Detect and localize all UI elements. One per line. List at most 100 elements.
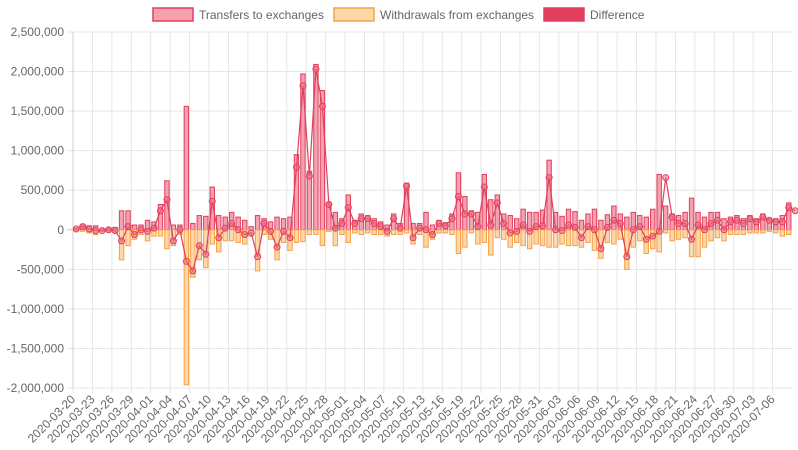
difference-point	[752, 218, 760, 226]
bar-transfers	[546, 159, 552, 231]
difference-point	[668, 213, 676, 221]
bar-withdrawals	[708, 229, 714, 242]
difference-point	[519, 221, 527, 229]
bar-transfers	[196, 215, 203, 231]
difference-point	[189, 267, 197, 275]
difference-point	[124, 223, 132, 231]
bar-withdrawals	[371, 229, 377, 236]
difference-point	[163, 196, 171, 204]
bar-withdrawals	[118, 229, 125, 261]
difference-point	[733, 216, 741, 224]
difference-point	[480, 183, 488, 191]
bar-transfers	[507, 215, 513, 231]
difference-point	[234, 226, 242, 234]
bar-transfers	[650, 208, 656, 231]
bar-withdrawals	[565, 229, 572, 247]
y-axis: 2,500,000 2,000,000 1,500,000 1,000,000 500,…	[7, 25, 65, 395]
bar-withdrawals	[164, 229, 170, 250]
x-axis: 2020-03-202020-03-232020-03-262020-03-29…	[25, 392, 778, 446]
bar-transfers	[131, 224, 138, 231]
difference-point	[72, 225, 80, 233]
bar-withdrawals	[714, 229, 721, 239]
bar-transfers	[598, 219, 604, 231]
bar-withdrawals	[203, 229, 209, 269]
difference-point	[610, 216, 618, 224]
difference-point	[714, 216, 722, 224]
difference-point	[118, 237, 126, 245]
bar-withdrawals	[539, 229, 546, 247]
difference-point	[318, 102, 326, 110]
difference-point	[416, 224, 424, 232]
difference-point	[487, 221, 495, 229]
bar-withdrawals	[157, 229, 164, 237]
bar-withdrawals	[436, 229, 442, 234]
legend-item-withdrawals[interactable]: Withdrawals from exchanges	[333, 7, 534, 22]
y-tick-label: 0	[57, 223, 64, 237]
bar-withdrawals	[669, 229, 675, 242]
bar-transfers	[429, 224, 436, 231]
difference-point	[176, 226, 184, 234]
difference-point	[772, 218, 780, 226]
difference-point	[707, 219, 715, 227]
bar-withdrawals	[753, 229, 760, 234]
bar-withdrawals	[766, 229, 773, 232]
difference-point	[597, 245, 605, 253]
difference-point	[182, 257, 190, 265]
difference-point	[526, 227, 534, 235]
difference-point	[590, 226, 598, 234]
difference-point	[98, 227, 106, 235]
difference-point	[532, 223, 540, 231]
difference-point	[571, 223, 579, 231]
difference-point	[247, 229, 255, 237]
difference-point	[137, 226, 145, 234]
difference-point	[675, 219, 683, 227]
difference-point	[241, 231, 249, 239]
difference-point	[312, 65, 320, 73]
bar-withdrawals	[190, 229, 196, 278]
bar-withdrawals	[695, 229, 701, 258]
difference-point	[649, 232, 657, 240]
difference-point	[286, 234, 294, 242]
bar-withdrawals	[734, 229, 740, 236]
bar-withdrawals	[786, 229, 792, 236]
difference-point	[545, 174, 553, 182]
bar-transfers	[190, 222, 196, 231]
bar-transfers	[624, 216, 630, 231]
difference-point	[409, 234, 417, 242]
difference-point	[759, 213, 767, 221]
difference-point	[506, 229, 514, 237]
difference-point	[228, 219, 236, 227]
legend[interactable]: Transfers to exchanges Withdrawals from …	[152, 7, 645, 22]
difference-point	[694, 221, 702, 229]
y-tick-label: -2,000,000	[7, 381, 65, 395]
difference-point	[260, 219, 268, 227]
bar-withdrawals	[468, 229, 475, 234]
bar-withdrawals	[572, 229, 578, 247]
bar-transfers	[526, 211, 533, 231]
legend-item-difference[interactable]: Difference	[543, 7, 645, 22]
difference-point	[357, 215, 365, 223]
bar-transfers	[578, 219, 585, 231]
difference-point	[305, 172, 313, 180]
legend-label-difference: Difference	[590, 8, 645, 22]
difference-point	[383, 227, 391, 235]
difference-point	[558, 227, 566, 235]
bar-withdrawals	[585, 229, 591, 243]
difference-point	[577, 234, 585, 242]
difference-point	[403, 182, 411, 190]
difference-point	[539, 222, 547, 230]
difference-point	[105, 226, 113, 234]
y-tick-label: -1,000,000	[7, 302, 65, 316]
legend-item-transfers[interactable]: Transfers to exchanges	[152, 7, 324, 22]
bar-withdrawals	[339, 229, 345, 236]
bar-transfers	[481, 173, 488, 231]
legend-label-withdrawals: Withdrawals from exchanges	[380, 8, 534, 22]
difference-point	[195, 242, 203, 250]
bar-withdrawals	[533, 229, 539, 245]
difference-point	[616, 219, 624, 227]
difference-point	[584, 223, 592, 231]
bar-withdrawals	[773, 229, 779, 234]
difference-point	[156, 207, 164, 215]
bar-withdrawals	[688, 229, 695, 258]
difference-point	[208, 197, 216, 205]
